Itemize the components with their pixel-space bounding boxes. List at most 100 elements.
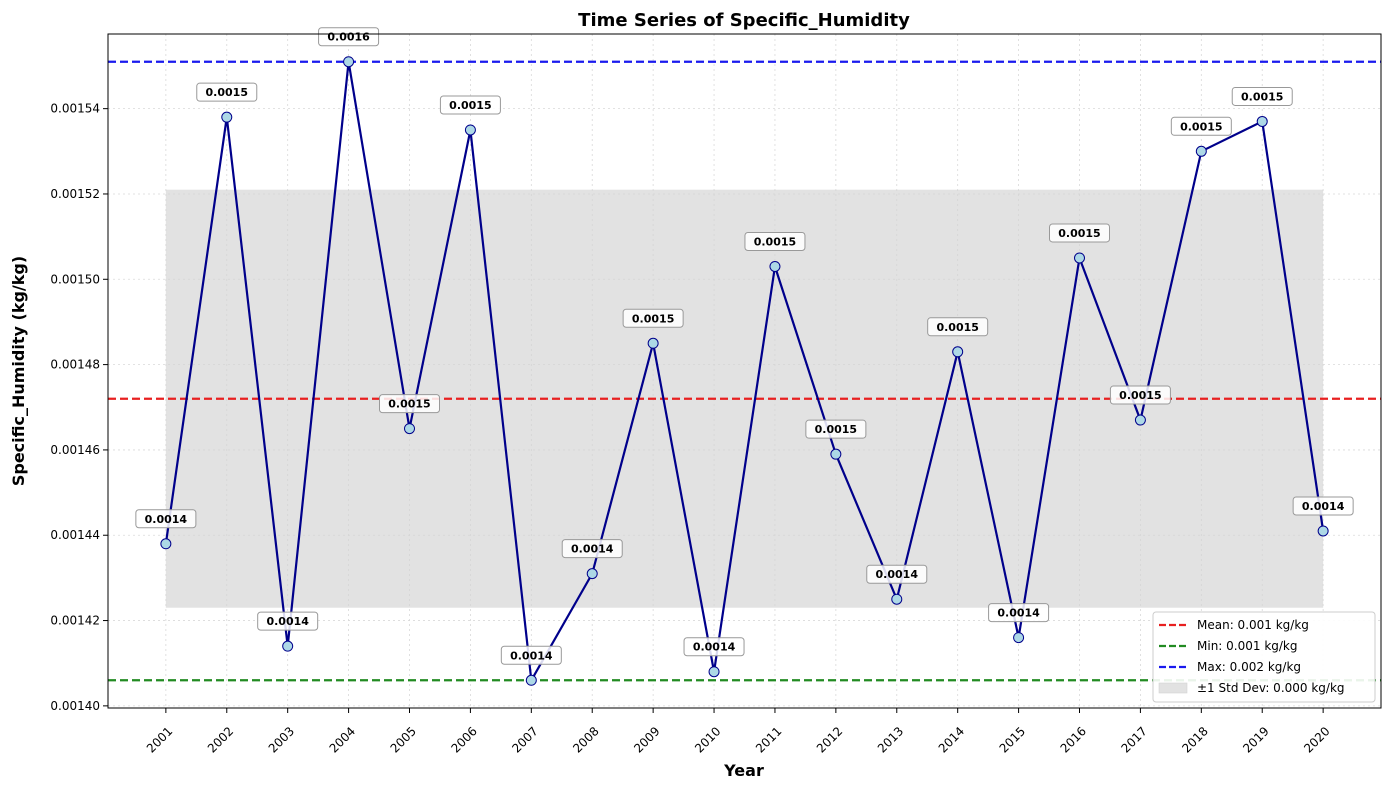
data-label-box [1231,86,1293,106]
x-tick-label: 2006 [448,724,479,755]
data-label-box [866,564,928,584]
data-label-text: 0.0014 [997,607,1040,620]
data-point-2010 [708,666,720,678]
data-label-2002: 0.0015 [196,82,258,102]
axes-frame [107,33,1382,709]
data-label-box [622,308,684,328]
data-label-2009: 0.0015 [622,308,684,328]
x-tick-label: 2015 [997,724,1028,755]
data-label-box [683,637,745,657]
x-tick-label: 2017 [1118,724,1149,755]
data-label-text: 0.0014 [510,649,553,662]
data-label-text: 0.0014 [266,615,309,628]
data-label-box [1292,496,1354,516]
x-tick-label: 2005 [388,724,419,755]
data-point-2018 [1195,145,1207,157]
data-point-2009 [647,337,659,349]
data-point-2020 [1317,525,1329,537]
data-label-text: 0.0014 [693,641,736,654]
y-tick-label: 0.00144 [50,528,100,542]
x-tick-label: 2012 [814,724,845,755]
data-label-2003: 0.0014 [257,611,319,631]
data-label-text: 0.0015 [936,321,978,334]
data-label-box [318,27,380,47]
x-tick-label: 2001 [144,724,175,755]
data-label-2018: 0.0015 [1170,116,1232,136]
x-tick-label: 2003 [266,724,297,755]
legend-label-min: Min: 0.001 kg/kg [1197,639,1298,653]
data-label-2007: 0.0014 [500,645,562,665]
data-label-text: 0.0015 [1119,389,1161,402]
x-axis-title: Year [723,761,764,780]
data-label-2017: 0.0015 [1109,385,1171,405]
data-label-2006: 0.0015 [439,95,501,115]
y-tick-label: 0.00150 [50,272,100,286]
data-label-box [744,231,806,251]
data-label-box [257,611,319,631]
x-tick-label: 2018 [1179,724,1210,755]
data-point-2019 [1256,115,1268,127]
data-point-2013 [891,593,903,605]
legend-box [1152,611,1376,703]
data-label-box [561,539,623,559]
data-label-2012: 0.0015 [805,419,867,439]
data-label-2001: 0.0014 [135,509,197,529]
data-label-2015: 0.0014 [988,603,1050,623]
data-label-text: 0.0015 [206,86,248,99]
data-point-2012 [830,448,842,460]
legend: Mean: 0.001 kg/kg Min: 0.001 kg/kg Max: 0.… [1152,611,1376,703]
data-label-2016: 0.0015 [1049,223,1110,243]
data-label-2013: 0.0014 [866,564,928,584]
data-point-2011 [769,260,781,272]
x-tick-label: 2002 [205,724,236,755]
data-label-2008: 0.0014 [561,539,623,559]
data-label-2005: 0.0015 [379,394,440,414]
data-label-box [1109,385,1171,405]
y-tick-label: 0.00148 [50,358,100,372]
data-label-text: 0.0015 [1241,90,1283,103]
chart-title: Time Series of Specific_Humidity [578,10,910,31]
data-label-text: 0.0016 [327,31,370,44]
legend-label-mean: Mean: 0.001 kg/kg [1197,618,1309,632]
data-point-2008 [586,568,598,580]
data-label-text: 0.0015 [1058,227,1100,240]
y-tick-label: 0.00140 [50,699,100,713]
data-label-box [805,419,867,439]
data-label-box [500,645,562,665]
data-label-2010: 0.0014 [683,637,745,657]
data-point-2003 [282,640,294,652]
data-label-box [439,95,501,115]
x-tick-label: 2010 [692,724,723,755]
x-tick-label: 2016 [1058,724,1089,755]
x-tick-label: 2019 [1240,724,1271,755]
data-label-text: 0.0015 [815,423,857,436]
data-point-2004 [343,56,355,68]
data-label-2020: 0.0014 [1292,496,1354,516]
x-tick-label: 2013 [875,724,906,755]
data-point-2017 [1134,414,1146,426]
data-label-text: 0.0015 [754,235,796,248]
data-point-2015 [1013,632,1025,644]
legend-label-std-band: ±1 Std Dev: 0.000 kg/kg [1197,681,1345,695]
data-label-2014: 0.0015 [927,317,989,337]
y-axis-title: Specific_Humidity (kg/kg) [9,256,28,486]
x-tick-label: 2011 [753,724,784,755]
y-tick-label: 0.00152 [50,187,100,201]
data-label-text: 0.0014 [876,568,919,581]
x-tick-label: 2009 [631,724,662,755]
y-tick-label: 0.00142 [50,614,100,628]
data-label-box [1170,116,1232,136]
data-label-text: 0.0015 [632,312,674,325]
legend-label-max: Max: 0.002 kg/kg [1197,660,1301,674]
data-point-2016 [1074,252,1085,264]
data-point-2014 [952,346,964,358]
data-label-text: 0.0015 [388,398,430,411]
x-tick-label: 2004 [327,724,358,755]
data-label-box [379,394,440,414]
data-label-text: 0.0015 [1180,120,1222,133]
y-tick-label: 0.00154 [50,102,100,116]
x-tick-label: 2007 [509,724,540,755]
data-label-text: 0.0014 [571,543,614,556]
data-label-text: 0.0015 [449,99,491,112]
